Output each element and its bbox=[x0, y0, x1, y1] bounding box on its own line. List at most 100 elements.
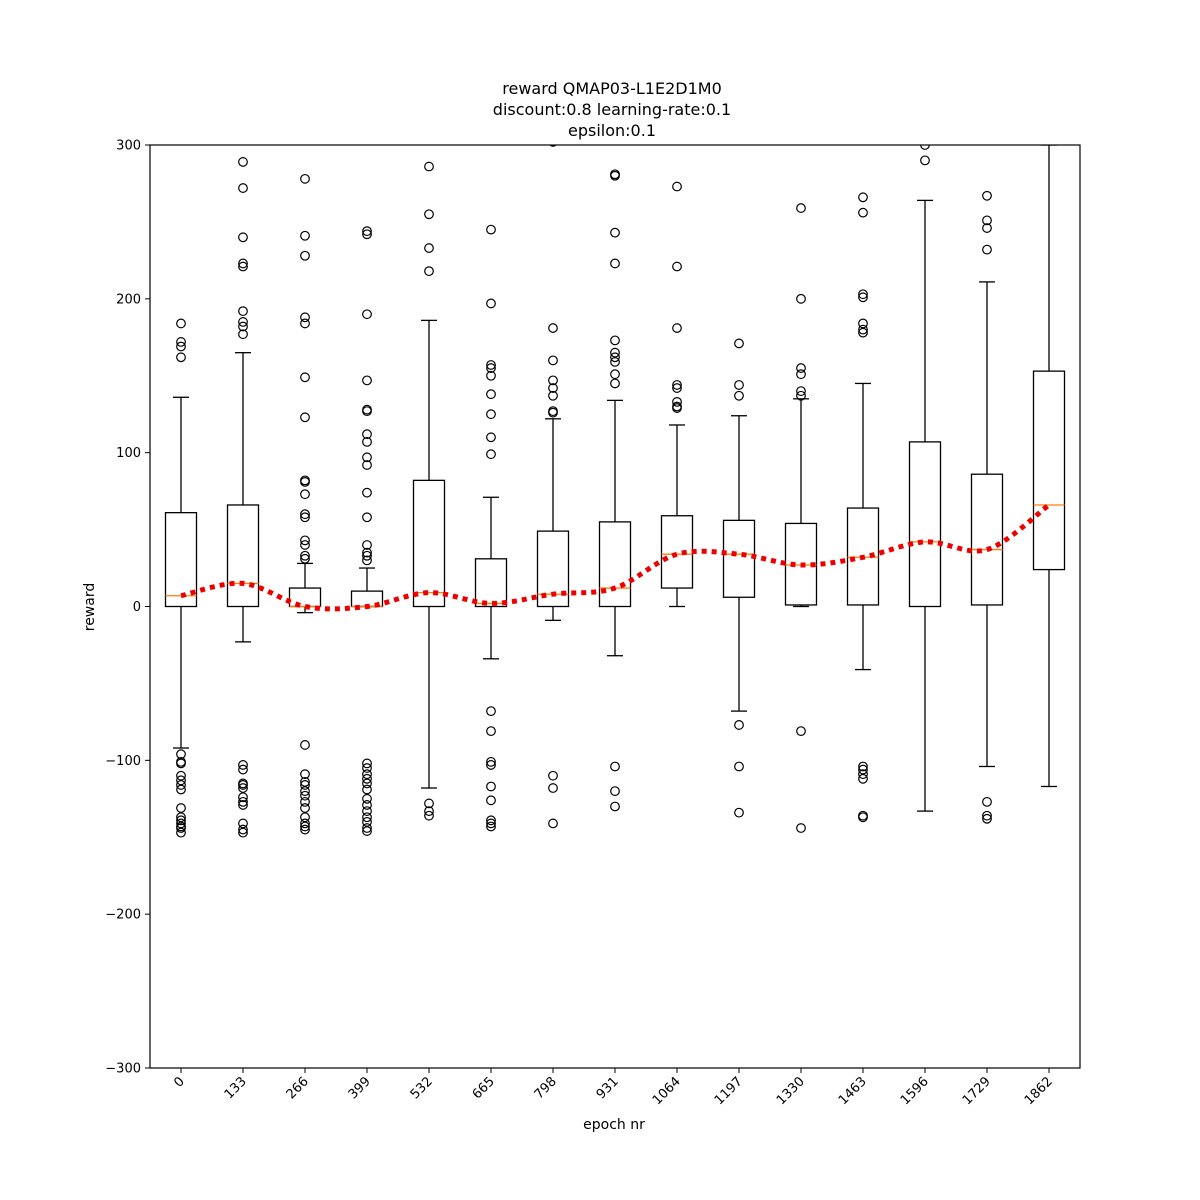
outlier-point bbox=[486, 449, 496, 460]
outlier-point bbox=[362, 547, 372, 558]
outlier-point bbox=[300, 740, 310, 750]
outlier-point bbox=[858, 773, 868, 784]
outlier-point bbox=[424, 243, 434, 253]
outlier-point bbox=[300, 372, 310, 383]
outlier-point bbox=[238, 824, 248, 835]
box-1729 bbox=[970, 190, 1004, 824]
outlier-point bbox=[858, 324, 868, 335]
outlier-point bbox=[796, 369, 806, 380]
iqr-box bbox=[474, 558, 508, 608]
outlier-point bbox=[362, 769, 372, 780]
outlier-point bbox=[238, 258, 248, 269]
box-1596 bbox=[908, 145, 942, 812]
outlier-point bbox=[300, 535, 310, 546]
outlier-point bbox=[672, 403, 682, 413]
outlier-point bbox=[982, 796, 992, 807]
outlier-point bbox=[300, 412, 310, 423]
outlier-point bbox=[238, 183, 248, 193]
x-tick-label: 1064 bbox=[650, 1074, 684, 1108]
box-0 bbox=[164, 318, 198, 838]
x-tick-label: 532 bbox=[408, 1074, 436, 1102]
outlier-point bbox=[238, 306, 248, 317]
outlier-point bbox=[548, 375, 558, 386]
outlier-point bbox=[486, 781, 496, 792]
x-tick-label: 1197 bbox=[712, 1074, 746, 1108]
outlier-point bbox=[486, 726, 496, 737]
outlier-point bbox=[858, 764, 868, 775]
outlier-point bbox=[238, 818, 248, 829]
outlier-point bbox=[858, 289, 868, 300]
outlier-point bbox=[424, 810, 434, 821]
outlier-point bbox=[362, 406, 372, 417]
outlier-point bbox=[486, 821, 496, 832]
outlier-point bbox=[176, 318, 186, 329]
outlier-point bbox=[982, 223, 992, 233]
outlier-point bbox=[796, 726, 806, 737]
outlier-point bbox=[610, 378, 620, 389]
outlier-point bbox=[238, 232, 248, 243]
outlier-point bbox=[610, 347, 620, 358]
outlier-point bbox=[300, 824, 310, 835]
outlier-point bbox=[424, 161, 434, 172]
outlier-point bbox=[858, 812, 868, 823]
outlier-point bbox=[238, 261, 248, 272]
outlier-point bbox=[300, 550, 310, 561]
outlier-point bbox=[982, 244, 992, 255]
outlier-point bbox=[796, 293, 806, 304]
outlier-point bbox=[362, 773, 372, 784]
outlier-point bbox=[176, 784, 186, 795]
outlier-point bbox=[796, 823, 806, 833]
iqr-box bbox=[660, 515, 694, 589]
outlier-point bbox=[424, 266, 434, 277]
outlier-point bbox=[362, 226, 372, 237]
outlier-point bbox=[176, 780, 186, 790]
outlier-point bbox=[734, 761, 744, 772]
outlier-point bbox=[548, 355, 558, 366]
outlier-point bbox=[362, 778, 372, 789]
outlier-point bbox=[796, 386, 806, 397]
outlier-point bbox=[362, 816, 372, 827]
outlier-point bbox=[300, 173, 310, 184]
outlier-point bbox=[300, 250, 310, 261]
y-tick-label: −200 bbox=[105, 908, 141, 923]
outlier-point bbox=[486, 756, 496, 767]
outlier-point bbox=[362, 555, 372, 566]
outlier-point bbox=[548, 390, 558, 401]
outlier-point bbox=[300, 769, 310, 780]
outlier-point bbox=[238, 317, 248, 327]
iqr-box bbox=[288, 587, 322, 608]
outlier-point bbox=[300, 780, 310, 790]
iqr-box bbox=[412, 479, 446, 608]
outlier-point bbox=[300, 553, 310, 564]
outlier-point bbox=[362, 784, 372, 795]
outlier-point bbox=[610, 801, 620, 812]
outlier-point bbox=[610, 357, 620, 367]
plot-area: −300 −200 −100 0 100 200 300 0 133 266 399 532 665 79… bbox=[105, 139, 1081, 1108]
iqr-box bbox=[536, 530, 570, 608]
x-axis-label: epoch nr bbox=[583, 1117, 645, 1133]
outlier-point bbox=[176, 803, 186, 813]
outlier-point bbox=[300, 476, 310, 487]
y-tick-label: −100 bbox=[105, 754, 141, 769]
y-tick-label: −300 bbox=[105, 1062, 141, 1077]
iqr-box bbox=[1032, 370, 1066, 571]
outlier-point bbox=[486, 706, 496, 717]
outlier-point bbox=[300, 790, 310, 801]
outlier-point bbox=[362, 540, 372, 550]
outlier-point bbox=[982, 813, 992, 824]
chart-title-line-3: epsilon:0.1 bbox=[568, 121, 656, 140]
outlier-point bbox=[176, 775, 186, 786]
plot-contents bbox=[164, 145, 1066, 838]
outlier-point bbox=[610, 369, 620, 380]
outlier-point bbox=[548, 323, 558, 333]
outlier-point bbox=[176, 758, 186, 769]
x-tick-label: 1729 bbox=[960, 1074, 994, 1108]
x-tick-label: 1862 bbox=[1022, 1074, 1056, 1108]
box-798 bbox=[536, 145, 570, 829]
outlier-point bbox=[486, 360, 496, 370]
box-665 bbox=[474, 224, 508, 832]
y-axis-label: reward bbox=[82, 583, 98, 632]
outlier-point bbox=[734, 380, 744, 390]
outlier-point bbox=[300, 318, 310, 329]
outlier-point bbox=[672, 261, 682, 272]
